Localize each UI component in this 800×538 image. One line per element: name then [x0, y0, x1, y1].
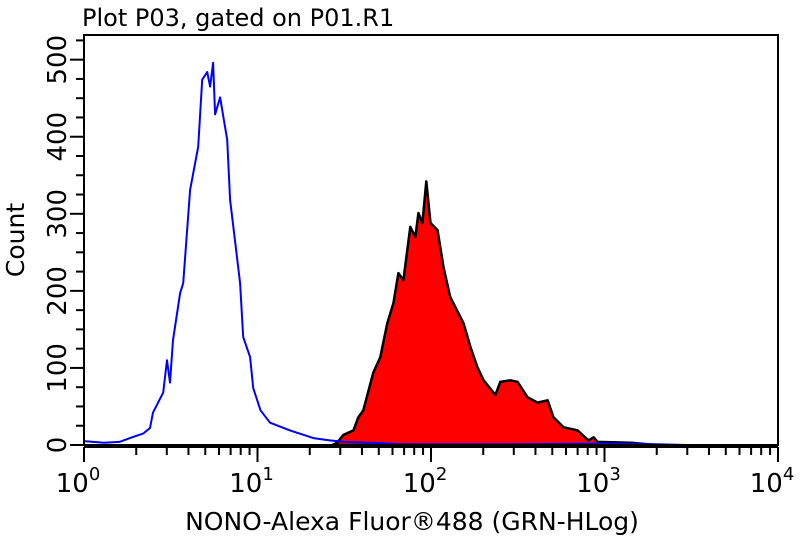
y-tick-label: 100 [43, 343, 73, 393]
series-line-histogram [83, 61, 688, 446]
y-tick-label: 500 [43, 35, 73, 85]
plot-area [83, 61, 688, 447]
x-tick-label: 101 [229, 464, 274, 499]
y-tick-label: 400 [43, 112, 73, 162]
chart-title: Plot P03, gated on P01.R1 [82, 4, 394, 32]
x-axis-ticks: 100 101 102 103 104 [56, 447, 795, 499]
y-axis-ticks: 0 100 200 300 400 500 [43, 35, 84, 453]
x-tick-label: 100 [56, 464, 101, 499]
x-axis-label: NONO-Alexa Fluor®488 (GRN-HLog) [185, 507, 639, 536]
y-axis-label: Count [1, 203, 30, 277]
y-tick-label: 200 [43, 266, 73, 316]
plot-frame [83, 34, 779, 446]
x-tick-label: 104 [750, 464, 795, 499]
y-tick-label: 300 [43, 189, 73, 239]
series-filled-histogram [331, 180, 658, 447]
x-tick-label: 103 [576, 464, 621, 499]
y-tick-label: 0 [43, 437, 73, 454]
x-tick-label: 102 [403, 464, 448, 499]
